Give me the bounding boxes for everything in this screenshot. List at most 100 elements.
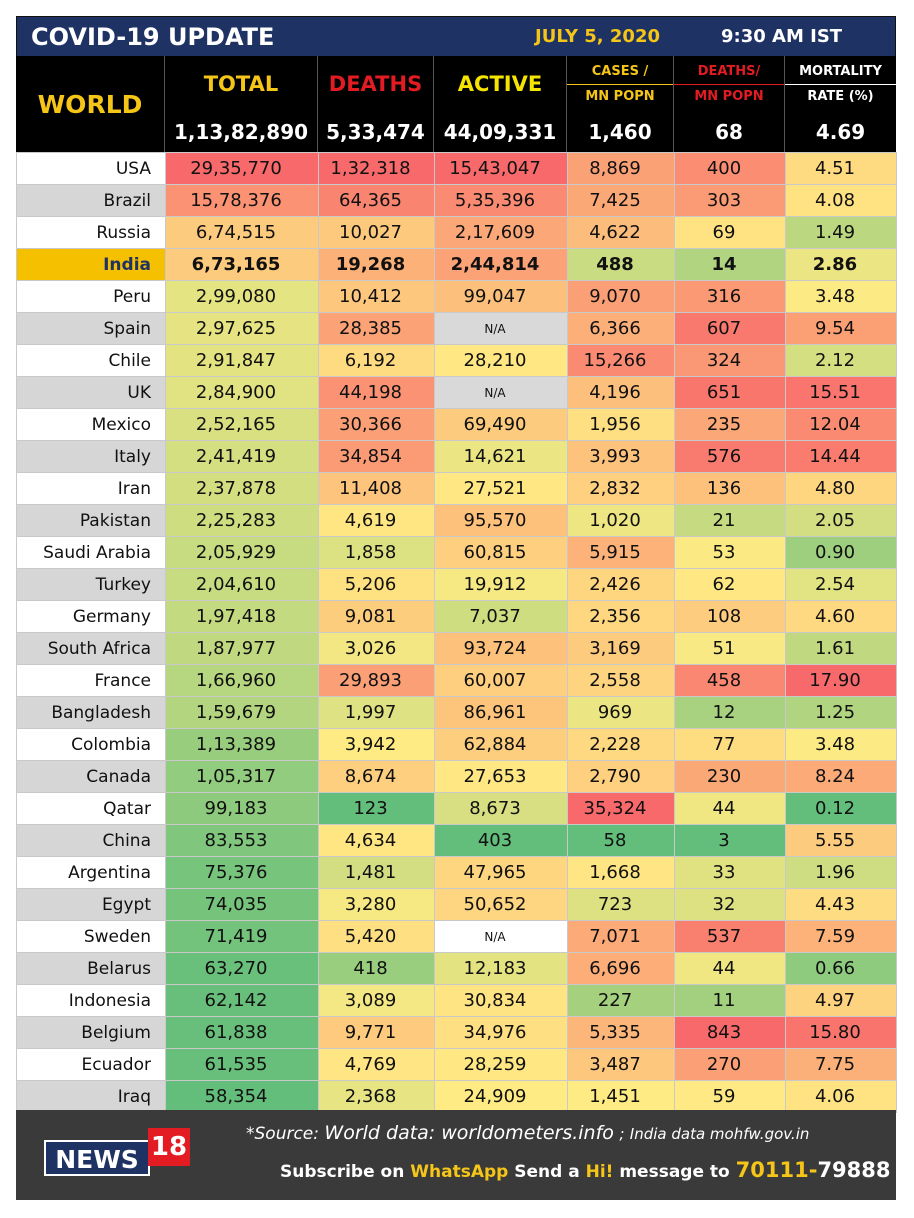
cell-total: 71,419 (165, 920, 319, 953)
cell-mortality-rate: 5.55 (785, 824, 897, 857)
country-name: Peru (16, 280, 166, 313)
cell-deaths: 418 (318, 952, 435, 985)
cell-cases-per-mn: 2,356 (567, 600, 675, 633)
cell-deaths: 3,942 (318, 728, 435, 761)
cell-active: 28,210 (434, 344, 568, 377)
cell-deaths-per-mn: 14 (674, 248, 786, 281)
country-name: Turkey (16, 568, 166, 601)
cell-active: 14,621 (434, 440, 568, 473)
table-row: Italy 2,41,419 34,854 14,621 3,993 576 14.44 (16, 440, 897, 473)
table-row: Sweden 71,419 5,420 N/A 7,071 537 7.59 (16, 920, 897, 953)
table-row: Germany 1,97,418 9,081 7,037 2,356 108 4.60 (16, 600, 897, 633)
cell-mortality-rate: 2.86 (785, 248, 897, 281)
cell-deaths-per-mn: 69 (674, 216, 786, 249)
country-name: Sweden (16, 920, 166, 953)
cell-total: 6,73,165 (165, 248, 319, 281)
country-name: Egypt (16, 888, 166, 921)
table-row: Pakistan 2,25,283 4,619 95,570 1,020 21 2.05 (16, 504, 897, 537)
table-row: Russia 6,74,515 10,027 2,17,609 4,622 69 1.49 (16, 216, 897, 249)
cell-deaths-per-mn: 843 (674, 1016, 786, 1049)
table-row: Argentina 75,376 1,481 47,965 1,668 33 1.96 (16, 856, 897, 889)
cell-deaths-per-mn: 537 (674, 920, 786, 953)
col-header-deaths: DEATHS (328, 72, 423, 96)
cell-deaths-per-mn: 11 (674, 984, 786, 1017)
country-name: Belgium (16, 1016, 166, 1049)
cell-deaths: 4,634 (318, 824, 435, 857)
cell-active: 5,35,396 (434, 184, 568, 217)
cell-active: 93,724 (434, 632, 568, 665)
cell-cases-per-mn: 5,915 (567, 536, 675, 569)
table-row: Ecuador 61,535 4,769 28,259 3,487 270 7.75 (16, 1048, 897, 1081)
table-row: France 1,66,960 29,893 60,007 2,558 458 17.90 (16, 664, 897, 697)
cell-mortality-rate: 9.54 (785, 312, 897, 345)
cell-active: 95,570 (434, 504, 568, 537)
country-name: France (16, 664, 166, 697)
cell-mortality-rate: 4.80 (785, 472, 897, 505)
cell-cases-per-mn: 35,324 (567, 792, 675, 825)
cell-total: 62,142 (165, 984, 319, 1017)
world-total: 1,13,82,890 (173, 120, 309, 144)
table-row: Canada 1,05,317 8,674 27,653 2,790 230 8.24 (16, 760, 897, 793)
country-name: China (16, 824, 166, 857)
cell-active: 2,17,609 (434, 216, 568, 249)
cell-mortality-rate: 3.48 (785, 280, 897, 313)
table-row: Egypt 74,035 3,280 50,652 723 32 4.43 (16, 888, 897, 921)
cell-mortality-rate: 4.97 (785, 984, 897, 1017)
cell-deaths: 10,412 (318, 280, 435, 313)
cell-total: 61,535 (165, 1048, 319, 1081)
cell-deaths-per-mn: 651 (674, 376, 786, 409)
news18-logo: NEWS 18 (44, 1128, 190, 1176)
cell-active: 24,909 (434, 1080, 568, 1113)
cell-deaths: 4,619 (318, 504, 435, 537)
cell-active: 99,047 (434, 280, 568, 313)
table-row: Brazil 15,78,376 64,365 5,35,396 7,425 303 4.0… (16, 184, 897, 217)
cell-deaths-per-mn: 316 (674, 280, 786, 313)
country-name: Qatar (16, 792, 166, 825)
cell-cases-per-mn: 2,228 (567, 728, 675, 761)
cell-mortality-rate: 4.08 (785, 184, 897, 217)
cell-deaths-per-mn: 53 (674, 536, 786, 569)
cell-mortality-rate: 4.06 (785, 1080, 897, 1113)
cell-mortality-rate: 7.59 (785, 920, 897, 953)
cell-cases-per-mn: 5,335 (567, 1016, 675, 1049)
country-name: Belarus (16, 952, 166, 985)
cell-mortality-rate: 4.51 (785, 152, 897, 185)
table-row: Bangladesh 1,59,679 1,997 86,961 969 12 1.25 (16, 696, 897, 729)
col-header-cases-per-mn: CASES / MN POPN (567, 56, 673, 112)
cell-deaths-per-mn: 270 (674, 1048, 786, 1081)
cell-mortality-rate: 15.51 (785, 376, 897, 409)
country-name: Pakistan (16, 504, 166, 537)
country-name: India (16, 248, 166, 281)
cell-deaths: 34,854 (318, 440, 435, 473)
table-row: Spain 2,97,625 28,385 N/A 6,366 607 9.54 (16, 312, 897, 345)
cell-cases-per-mn: 2,558 (567, 664, 675, 697)
cell-deaths: 30,366 (318, 408, 435, 441)
cell-total: 2,04,610 (165, 568, 319, 601)
cell-total: 1,59,679 (165, 696, 319, 729)
country-name: USA (16, 152, 166, 185)
cell-deaths: 3,026 (318, 632, 435, 665)
cell-mortality-rate: 2.54 (785, 568, 897, 601)
cell-deaths-per-mn: 59 (674, 1080, 786, 1113)
cell-active: N/A (434, 920, 568, 953)
table-row: Turkey 2,04,610 5,206 19,912 2,426 62 2.54 (16, 568, 897, 601)
cell-active: 28,259 (434, 1048, 568, 1081)
cell-cases-per-mn: 7,071 (567, 920, 675, 953)
cell-total: 2,97,625 (165, 312, 319, 345)
cell-active: 7,037 (434, 600, 568, 633)
country-name: Ecuador (16, 1048, 166, 1081)
cell-total: 2,41,419 (165, 440, 319, 473)
table-row: Belarus 63,270 418 12,183 6,696 44 0.66 (16, 952, 897, 985)
cell-active: 15,43,047 (434, 152, 568, 185)
cell-total: 2,37,878 (165, 472, 319, 505)
cell-deaths: 11,408 (318, 472, 435, 505)
cell-total: 1,05,317 (165, 760, 319, 793)
cell-deaths: 9,081 (318, 600, 435, 633)
world-mortality-rate: 4.69 (815, 120, 866, 144)
cell-cases-per-mn: 6,366 (567, 312, 675, 345)
covid-update-card: COVID-19 UPDATE JULY 5, 2020 9:30 AM IST… (16, 16, 897, 1200)
cell-mortality-rate: 1.25 (785, 696, 897, 729)
cell-active: 86,961 (434, 696, 568, 729)
cell-deaths-per-mn: 12 (674, 696, 786, 729)
cell-total: 83,553 (165, 824, 319, 857)
